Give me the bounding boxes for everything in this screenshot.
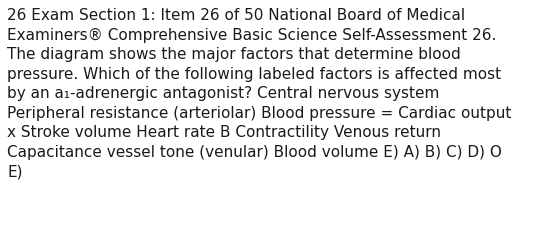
Text: 26 Exam Section 1: Item 26 of 50 National Board of Medical
Examiners® Comprehens: 26 Exam Section 1: Item 26 of 50 Nationa… [7,8,512,179]
